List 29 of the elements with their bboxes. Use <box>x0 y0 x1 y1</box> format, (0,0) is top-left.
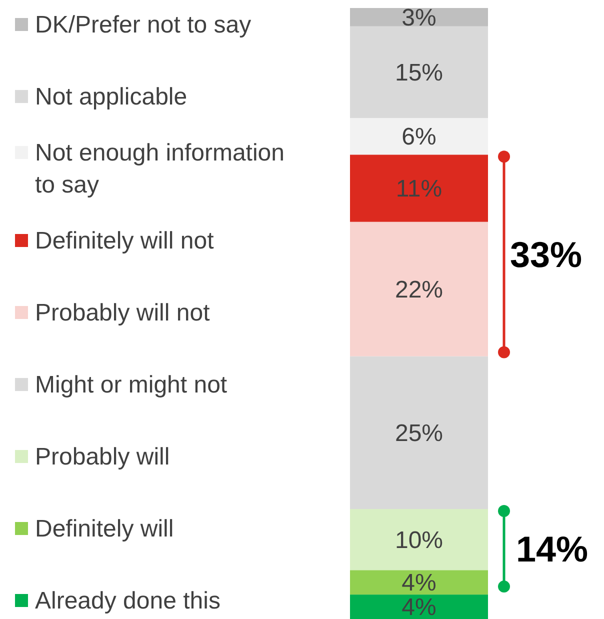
legend-label: Definitely will not <box>35 227 214 254</box>
bar <box>350 118 488 155</box>
text: 33% <box>510 234 582 276</box>
bar <box>350 222 488 356</box>
bar <box>350 154 488 222</box>
bar <box>350 8 488 26</box>
data-label: 10% <box>394 526 444 554</box>
legend-label: Probably will not <box>35 299 210 326</box>
data-label: 25% <box>394 420 444 448</box>
text: 14% <box>516 528 588 570</box>
data-label: 3% <box>402 4 436 32</box>
legend-label: Not applicable <box>35 83 188 110</box>
data-label: 22% <box>394 276 444 304</box>
data-label: 4% <box>402 570 436 597</box>
data-label: 4% <box>402 594 436 619</box>
bar <box>350 356 488 510</box>
bar <box>350 570 488 595</box>
legend-label: Definitely will <box>35 515 174 542</box>
legend-label: Might or might not <box>35 371 228 398</box>
legend-label: Not enough information to say <box>35 139 284 198</box>
data-label: 11% <box>396 176 442 203</box>
bar <box>350 594 488 619</box>
legend-label: Already done this <box>35 587 220 614</box>
data-label: 6% <box>402 124 436 151</box>
data-label: 15% <box>394 60 444 87</box>
legend-label: DK/Prefer not to say <box>35 11 252 38</box>
bar <box>350 509 488 570</box>
bar <box>350 26 488 118</box>
legend-label: Probably will <box>35 443 170 470</box>
